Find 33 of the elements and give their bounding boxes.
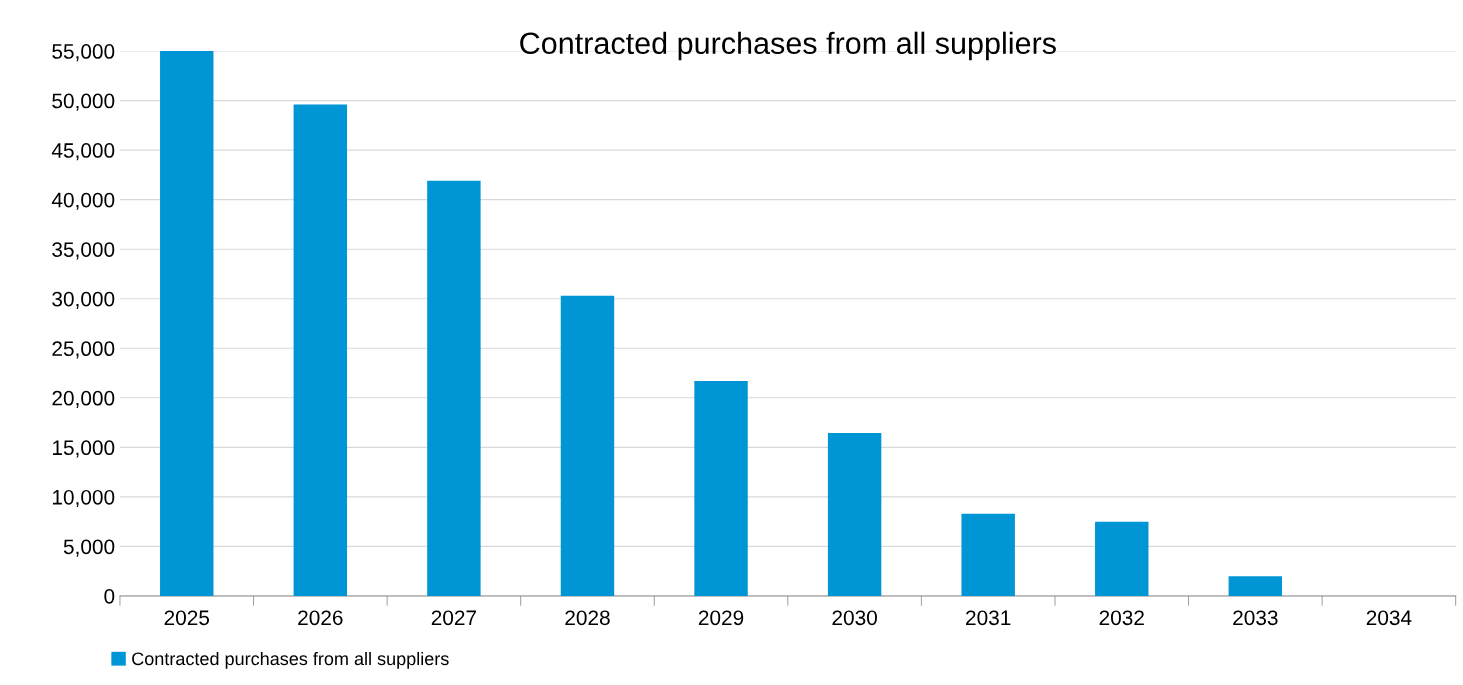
bar [160,51,214,596]
x-tick-label: 2027 [431,610,477,626]
x-tick-label: 2029 [698,610,744,626]
x-tick-label: 2033 [1233,610,1278,626]
y-tick-label: 30,000 [52,291,115,309]
bar [827,432,882,596]
bar [1228,576,1283,596]
bar [427,180,481,596]
y-tick-label: 55,000 [52,44,115,62]
y-tick-label: 0 [104,588,115,604]
bar [1095,521,1149,596]
y-tick-label: 10,000 [52,489,115,508]
x-tick-label: 2032 [1099,610,1144,626]
bar [694,380,748,596]
y-tick-label: 5,000 [63,539,115,557]
x-tick-label: 2030 [832,610,877,626]
x-tick-label: 2031 [966,610,1011,626]
y-tick-label: 45,000 [51,143,115,161]
bar [293,104,348,596]
legend-label: Contracted purchases from all suppliers [132,651,449,669]
y-tick-label: 20,000 [52,390,115,409]
y-tick-label: 25,000 [52,341,115,359]
x-tick-label: 2025 [164,610,210,626]
x-tick-label: 2028 [565,610,610,626]
y-tick-label: 50,000 [52,93,115,111]
y-tick-label: 35,000 [52,242,115,260]
x-tick-label: 2026 [298,610,343,626]
chart-title: Contracted purchases from all suppliers [520,31,1056,61]
y-tick-label: 15,000 [52,440,115,458]
x-tick-label: 2034 [1366,610,1412,626]
bar [560,295,615,596]
y-tick-label: 40,000 [51,192,115,210]
bar [961,513,1015,596]
